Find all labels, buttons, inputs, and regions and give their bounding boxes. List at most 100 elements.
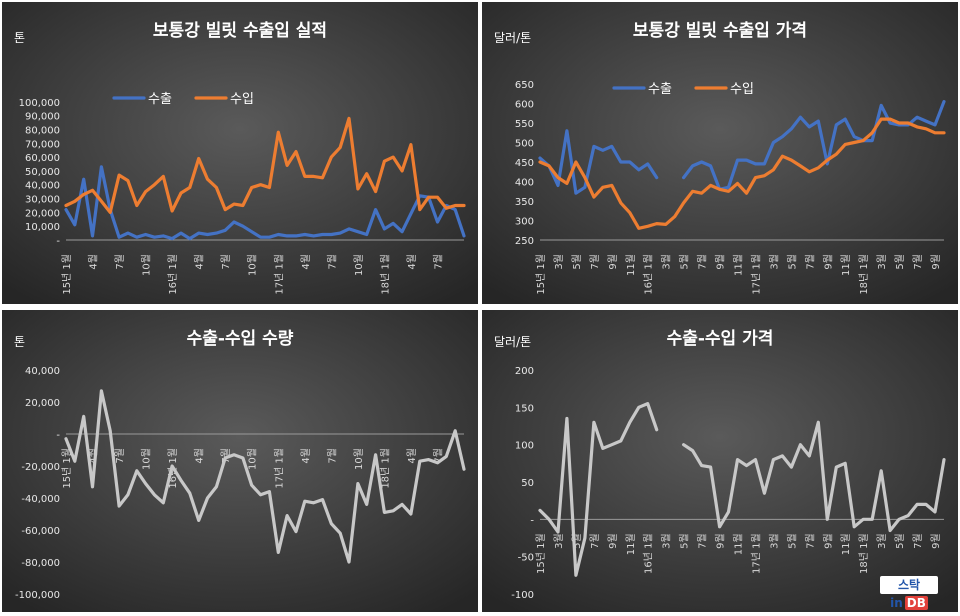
series-line-net (538, 401, 659, 577)
y-axis-unit-label: 톤 (14, 335, 25, 349)
logo-text-db: DB (904, 596, 928, 610)
x-tick-label: 10월 (353, 254, 365, 276)
x-tick-label: 9월 (607, 254, 619, 270)
y-tick-label: -100 (511, 590, 534, 601)
y-tick-label: 80,000 (25, 125, 60, 136)
y-axis-unit-label: 달러/톤 (494, 31, 531, 45)
x-tick-label: 7월 (697, 533, 709, 549)
y-tick-label: 50,000 (25, 167, 60, 178)
y-tick-label: 500 (515, 139, 534, 150)
legend-label: 수입 (230, 92, 254, 107)
y-tick-label: -80,000 (21, 558, 60, 569)
x-tick-label: 7월 (326, 448, 338, 464)
y-tick-label: 650 (515, 80, 534, 91)
x-tick-label: 4월 (406, 254, 418, 270)
x-tick-label: 17년 1월 (750, 533, 762, 574)
y-tick-label: - (530, 515, 534, 526)
x-tick-label: 9월 (607, 533, 619, 549)
x-tick-label: 18년 1월 (858, 254, 870, 295)
x-tick-label: 10월 (247, 448, 259, 470)
chart-svg: 수출-수입 수량톤-100,000-80,000-60,000-40,000-2… (2, 310, 478, 612)
y-tick-label: 600 (515, 100, 534, 111)
y-tick-label: - (56, 236, 60, 247)
stockin-db-logo: 스탁in DB (880, 576, 938, 610)
x-tick-label: 15년 1월 (61, 254, 73, 295)
y-tick-label: 10,000 (25, 222, 60, 233)
x-tick-label: 18년 1월 (858, 533, 870, 574)
y-tick-label: 100 (515, 441, 534, 452)
x-tick-label: 10월 (141, 448, 153, 470)
y-tick-label: -40,000 (21, 494, 60, 505)
x-tick-label: 10월 (353, 448, 365, 470)
series-line-수출 (682, 99, 946, 191)
x-tick-label: 3월 (768, 533, 780, 549)
x-tick-label: 11월 (840, 254, 852, 276)
y-tick-label: 60,000 (25, 153, 60, 164)
y-tick-label: 20,000 (25, 208, 60, 219)
x-tick-label: 7월 (804, 533, 816, 549)
x-tick-label: 4월 (406, 448, 418, 464)
y-tick-label: 550 (515, 119, 534, 130)
series-line-수출 (64, 165, 466, 241)
x-tick-label: 7월 (912, 533, 924, 549)
y-tick-label: -50 (518, 553, 534, 564)
chart-panel-price-spread: 수출-수입 가격 달러/톤 -100 -50-50 100 150 200 15년 1월 3월 5… (482, 310, 958, 612)
series-line-net (682, 420, 946, 533)
y-tick-label: 250 (515, 236, 534, 247)
x-tick-label: 3월 (876, 533, 888, 549)
x-tick-label: 3월 (553, 254, 565, 270)
y-tick-label: 40,000 (25, 181, 60, 192)
x-tick-label: 5월 (571, 254, 583, 270)
x-tick-label: 17년 1월 (750, 254, 762, 295)
x-tick-label: 11월 (733, 533, 745, 555)
x-tick-label: 9월 (715, 533, 727, 549)
x-tick-label: 7월 (220, 254, 232, 270)
y-tick-label: 400 (515, 178, 534, 189)
x-tick-label: 3월 (553, 533, 565, 549)
y-tick-label: 40,000 (25, 366, 60, 377)
x-tick-label: 7월 (589, 254, 601, 270)
y-tick-label: -60,000 (21, 526, 60, 537)
x-tick-label: 9월 (715, 254, 727, 270)
y-tick-label: 350 (515, 197, 534, 208)
x-tick-label: 11월 (625, 254, 637, 276)
x-tick-label: 9월 (822, 533, 834, 549)
y-tick-label: 90,000 (25, 112, 60, 123)
chart-panel-export-import-volume: 보통강 빌릿 수출입 실적 톤 - 10,000 20,000 30,000 40,000 5… (2, 2, 478, 304)
x-tick-label: 4월 (300, 448, 312, 464)
x-tick-label: 17년 1월 (273, 254, 285, 295)
y-tick-label: -100,000 (15, 590, 60, 601)
x-tick-label: 4월 (194, 254, 206, 270)
legend-label: 수입 (730, 82, 754, 97)
chart-background (2, 2, 478, 304)
x-tick-label: 7월 (432, 254, 444, 270)
chart-title: 보통강 빌릿 수출입 가격 (633, 21, 807, 41)
x-tick-label: 4월 (88, 254, 100, 270)
x-tick-label: 18년 1월 (379, 254, 391, 295)
chart-panel-export-import-price: 보통강 빌릿 수출입 가격 달러/톤 250 300 350 400 450 500 550 60… (482, 2, 958, 304)
y-tick-label: 300 (515, 217, 534, 228)
x-tick-label: 5월 (786, 533, 798, 549)
y-axis-unit-label: 톤 (14, 31, 25, 45)
x-tick-label: 16년 1월 (167, 254, 179, 295)
x-tick-label: 10월 (247, 254, 259, 276)
series-line-수입 (538, 117, 946, 230)
y-tick-label: 20,000 (25, 398, 60, 409)
x-tick-label: 11월 (733, 254, 745, 276)
chart-background (482, 310, 958, 612)
y-tick-label: 70,000 (25, 139, 60, 150)
x-tick-label: 9월 (822, 254, 834, 270)
x-tick-label: 9월 (930, 254, 942, 270)
x-tick-label: 17년 1월 (273, 448, 285, 489)
y-axis-unit-label: 달러/톤 (494, 335, 531, 349)
y-tick-label: 30,000 (25, 195, 60, 206)
y-tick-label: -20,000 (21, 462, 60, 473)
x-tick-label: 3월 (876, 254, 888, 270)
chart-panel-net-volume: 수출-수입 수량 톤 -100,000 -80,000 -60,000 -40,000 -2… (2, 310, 478, 612)
x-tick-label: 15년 1월 (535, 533, 547, 574)
x-tick-label: 7월 (589, 533, 601, 549)
x-tick-label: 3월 (661, 254, 673, 270)
x-tick-label: 15년 1월 (61, 448, 73, 489)
